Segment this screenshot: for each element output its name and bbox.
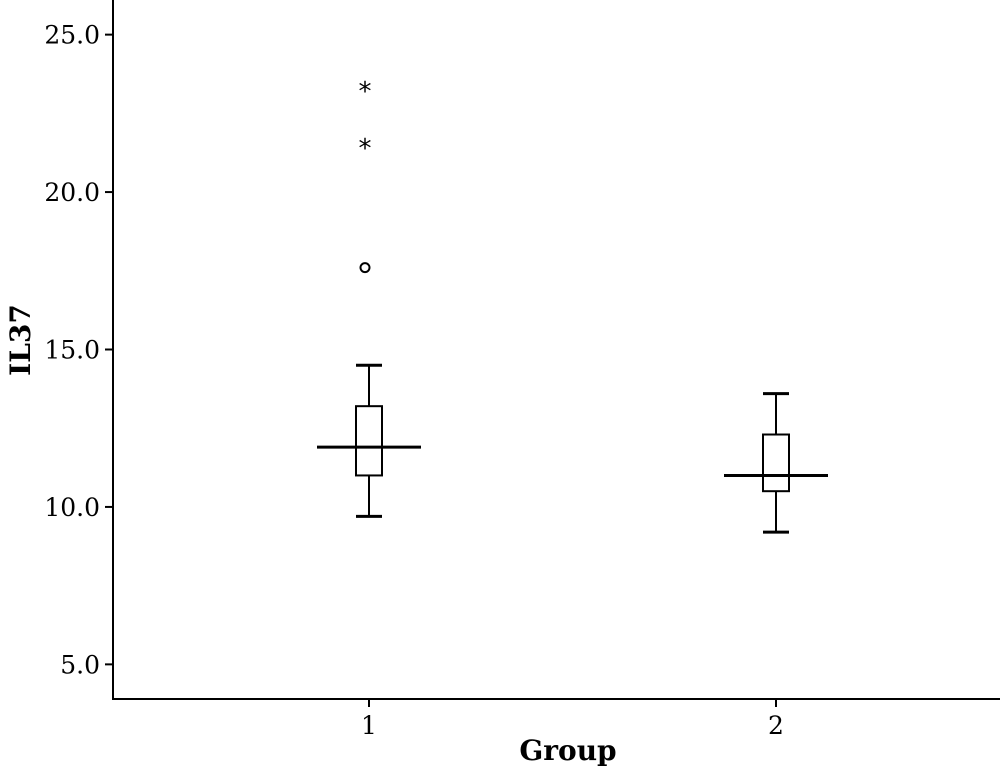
x-axis-title: Group <box>519 734 616 767</box>
y-tick-label: 15.0 <box>44 336 100 365</box>
box-group-2 <box>724 392 828 534</box>
boxes: ** <box>317 77 828 534</box>
y-axis-ticks: 5.0 10.0 15.0 20.0 25.0 <box>44 21 113 679</box>
y-tick-label: 25.0 <box>44 21 100 50</box>
extreme-point: * <box>359 77 372 107</box>
iqr-box <box>355 405 383 477</box>
box-group-1: ** <box>317 77 421 518</box>
iqr-box <box>762 433 790 493</box>
y-tick-label: 5.0 <box>60 650 100 679</box>
y-tick-label: 20.0 <box>44 178 100 207</box>
x-tick-label: 2 <box>768 711 784 740</box>
extreme-point: * <box>359 134 372 164</box>
y-tick-label: 10.0 <box>44 493 100 522</box>
x-tick-label: 1 <box>361 711 377 740</box>
outlier-point <box>359 262 371 274</box>
y-axis-title: IL37 <box>4 304 37 376</box>
